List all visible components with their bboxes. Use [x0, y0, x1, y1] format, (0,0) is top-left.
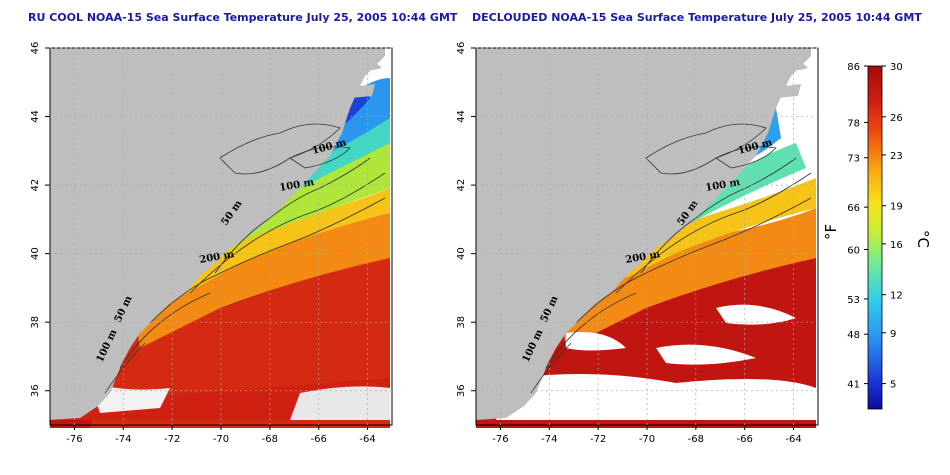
celsius-tick-label: 12 — [890, 291, 903, 302]
x-tick-label: -66 — [311, 434, 327, 445]
x-tick-label: -70 — [213, 434, 229, 445]
left-map-panel: 100 m 100 m 50 m 200 m 50 m 100 m — [49, 47, 393, 428]
x-tick-label: -64 — [785, 434, 801, 445]
fahrenheit-tick-label: 73 — [847, 154, 860, 165]
right-map-axes: -76 -74 -72 -70 -68 -66 -64 36 38 40 42 44 46 — [456, 42, 818, 445]
y-tick-label: 42 — [30, 179, 41, 192]
y-tick-label: 38 — [456, 316, 467, 329]
left-map-axes: -76 -74 -72 -70 -68 -66 -64 36 38 40 42 44 46 — [30, 42, 392, 445]
celsius-tick-label: 30 — [890, 62, 903, 73]
y-tick-label: 46 — [456, 42, 467, 55]
x-tick-label: -70 — [639, 434, 655, 445]
fahrenheit-tick-label: 41 — [847, 380, 860, 391]
right-map-title: DECLOUDED NOAA-15 Sea Surface Temperatur… — [472, 11, 922, 24]
x-tick-label: -76 — [66, 434, 82, 445]
celsius-label: °C — [914, 230, 932, 248]
fahrenheit-tick-label: 53 — [847, 295, 860, 306]
y-tick-label: 46 — [30, 42, 41, 55]
x-tick-label: -68 — [262, 434, 278, 445]
fahrenheit-tick-label: 78 — [847, 118, 860, 129]
y-tick-label: 40 — [30, 247, 41, 260]
colorbar: 30 26 23 19 16 12 9 5 86 78 73 66 60 53 48 41 °F °C — [822, 62, 932, 410]
x-tick-label: -72 — [590, 434, 606, 445]
x-tick-label: -76 — [492, 434, 508, 445]
fahrenheit-tick-label: 48 — [847, 330, 860, 341]
celsius-tick-label: 26 — [890, 113, 903, 124]
celsius-tick-label: 19 — [890, 202, 903, 213]
left-map-title: RU COOL NOAA-15 Sea Surface Temperature … — [28, 11, 458, 24]
x-tick-label: -66 — [737, 434, 753, 445]
x-tick-label: -74 — [541, 434, 557, 445]
x-tick-label: -74 — [115, 434, 131, 445]
fahrenheit-tick-label: 60 — [847, 245, 860, 256]
x-tick-label: -64 — [359, 434, 375, 445]
y-tick-label: 40 — [456, 247, 467, 260]
celsius-tick-label: 5 — [890, 380, 896, 391]
celsius-tick-label: 16 — [890, 240, 903, 251]
y-tick-label: 42 — [456, 179, 467, 192]
fahrenheit-label: °F — [822, 224, 840, 240]
y-tick-label: 36 — [30, 384, 41, 397]
y-tick-label: 44 — [30, 110, 41, 123]
y-tick-label: 36 — [456, 384, 467, 397]
celsius-tick-label: 9 — [890, 329, 896, 340]
x-tick-label: -72 — [164, 434, 180, 445]
fahrenheit-tick-label: 66 — [847, 203, 860, 214]
y-tick-label: 44 — [456, 110, 467, 123]
y-tick-label: 38 — [30, 316, 41, 329]
celsius-tick-label: 23 — [890, 151, 903, 162]
fahrenheit-tick-label: 86 — [847, 62, 860, 73]
x-tick-label: -68 — [688, 434, 704, 445]
